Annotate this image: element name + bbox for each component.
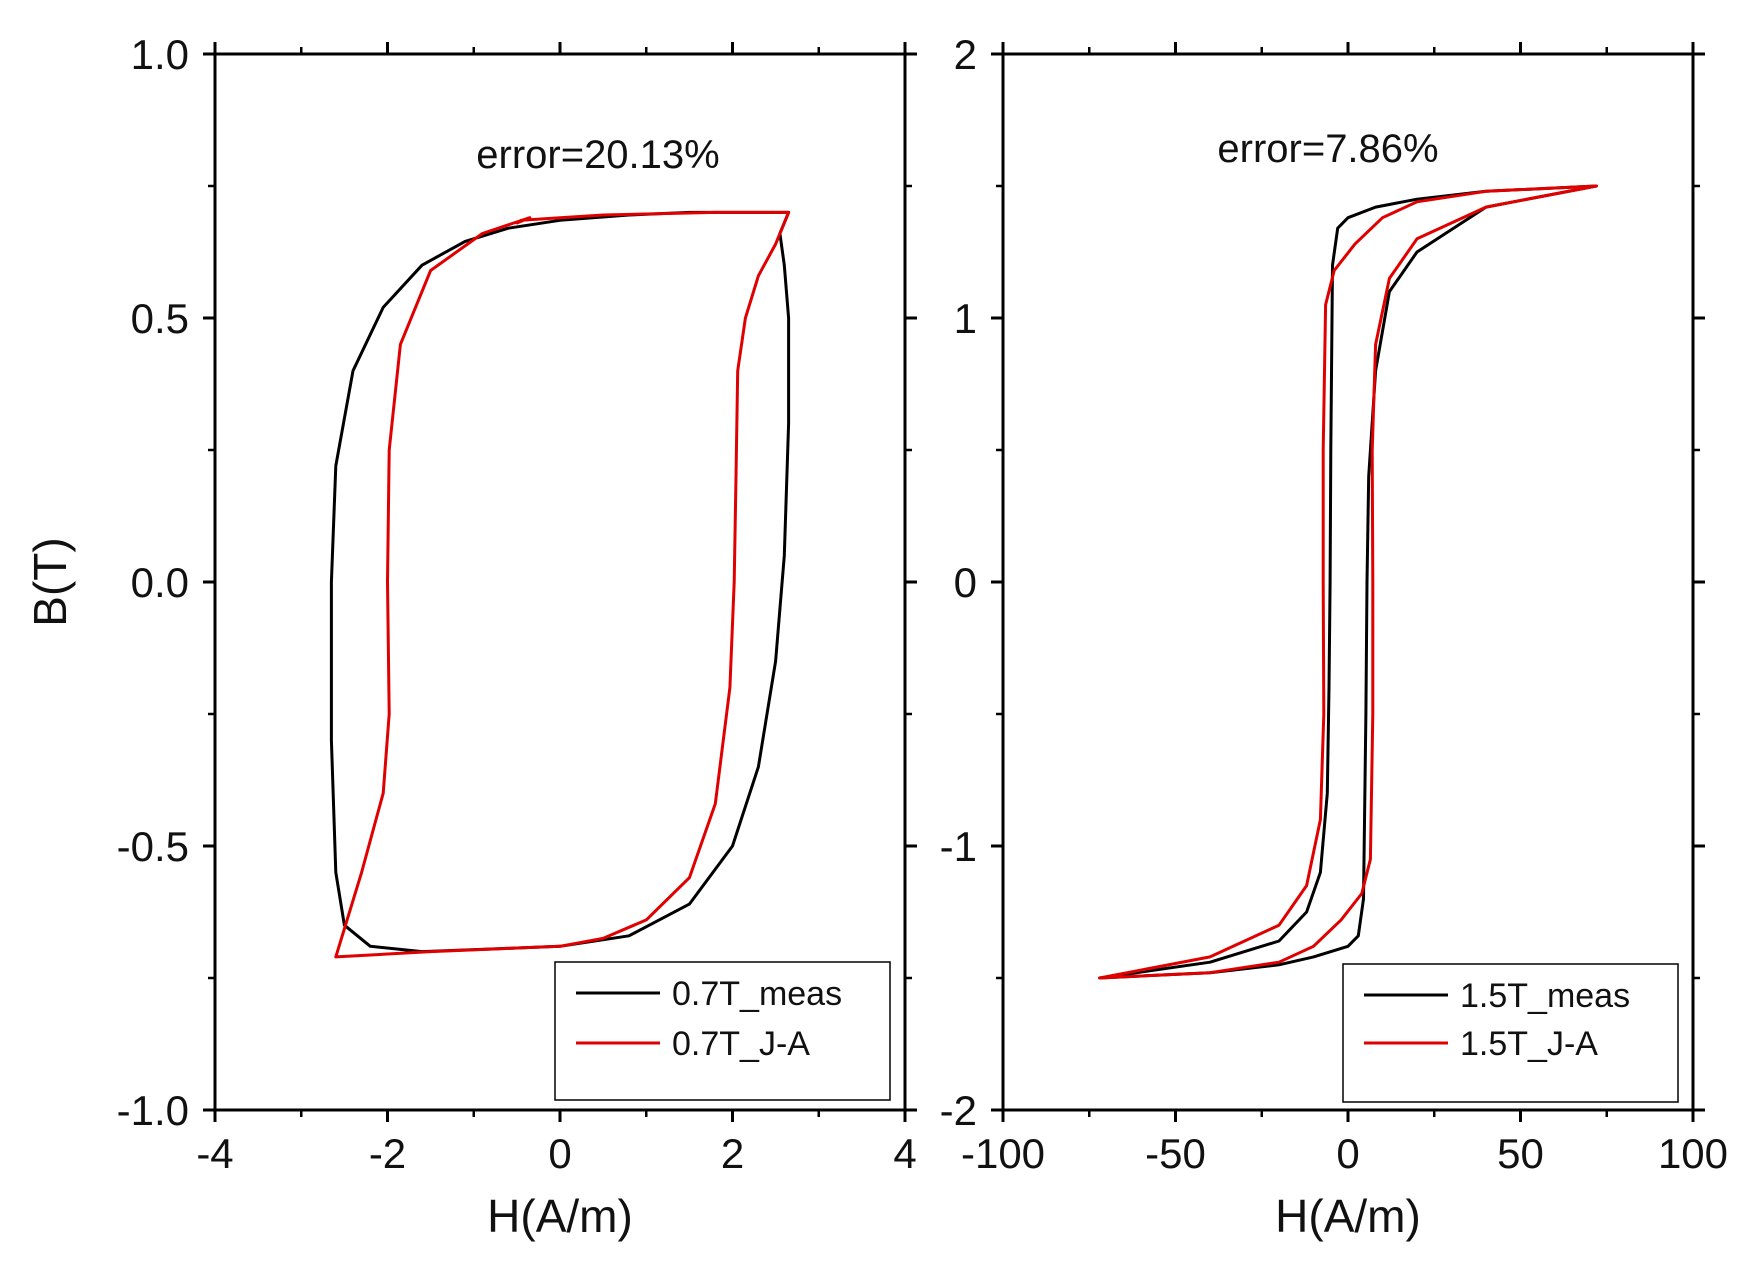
left-x-tick-label: -2 xyxy=(369,1130,406,1177)
left-series-0.7T_J-A xyxy=(334,210,791,959)
left-series-0.7T_meas xyxy=(329,210,791,954)
right-y-tick-label: -2 xyxy=(940,1087,977,1134)
left-error-annotation: error=20.13% xyxy=(476,133,719,177)
right-x-axis-title: H(A/m) xyxy=(1275,1190,1421,1242)
left-x-tick-label: 2 xyxy=(721,1130,744,1177)
right-plot-frame xyxy=(1001,52,1695,1112)
right-tick-layer: -100 -50 0 50 100 -2 -1 0 1 2 xyxy=(940,31,1728,1177)
left-panel: -4 -2 0 2 4 -1.0 -0.5 0.0 0.5 1.0 error=20.13% H(… xyxy=(24,31,917,1242)
right-x-tick-label: -50 xyxy=(1145,1130,1206,1177)
right-error-annotation: error=7.86% xyxy=(1217,127,1438,171)
right-series-1.5T_J-A xyxy=(1098,184,1598,980)
right-y-tick-label: -1 xyxy=(940,823,977,870)
right-y-tick-label: 0 xyxy=(954,559,977,606)
right-legend: 1.5T_meas 1.5T_J-A xyxy=(1342,963,1679,1103)
left-x-tick-label: -4 xyxy=(196,1130,233,1177)
right-legend-label-ja: 1.5T_J-A xyxy=(1460,1025,1598,1063)
left-x-axis-title: H(A/m) xyxy=(487,1190,633,1242)
right-y-tick-label: 1 xyxy=(954,295,977,342)
right-x-tick-label: 50 xyxy=(1497,1130,1544,1177)
left-legend-label-ja: 0.7T_J-A xyxy=(672,1025,810,1063)
right-x-tick-label: -100 xyxy=(961,1130,1045,1177)
left-x-tick-label: 4 xyxy=(893,1130,916,1177)
left-legend-label-meas: 0.7T_meas xyxy=(672,975,842,1013)
left-x-tick-label: 0 xyxy=(548,1130,571,1177)
right-series-layer xyxy=(1098,184,1598,980)
left-y-tick-label: -0.5 xyxy=(117,823,189,870)
right-x-tick-label: 100 xyxy=(1658,1130,1728,1177)
right-series-1.5T_meas xyxy=(1098,184,1598,980)
left-legend-box xyxy=(554,961,891,1101)
left-series-layer xyxy=(329,210,791,959)
left-legend: 0.7T_meas 0.7T_J-A xyxy=(554,961,891,1101)
right-y-tick-label: 2 xyxy=(954,31,977,78)
left-y-tick-label: -1.0 xyxy=(117,1087,189,1134)
left-plot-frame xyxy=(213,52,907,1112)
left-y-tick-label: 0.5 xyxy=(131,295,189,342)
right-legend-label-meas: 1.5T_meas xyxy=(1460,977,1630,1015)
left-tick-layer: -4 -2 0 2 4 -1.0 -0.5 0.0 0.5 1.0 xyxy=(117,31,917,1177)
left-y-tick-label: 1.0 xyxy=(131,31,189,78)
right-x-tick-label: 0 xyxy=(1336,1130,1359,1177)
left-y-axis-title: B(T) xyxy=(24,537,76,626)
right-legend-box xyxy=(1342,963,1679,1103)
left-y-tick-label: 0.0 xyxy=(131,559,189,606)
